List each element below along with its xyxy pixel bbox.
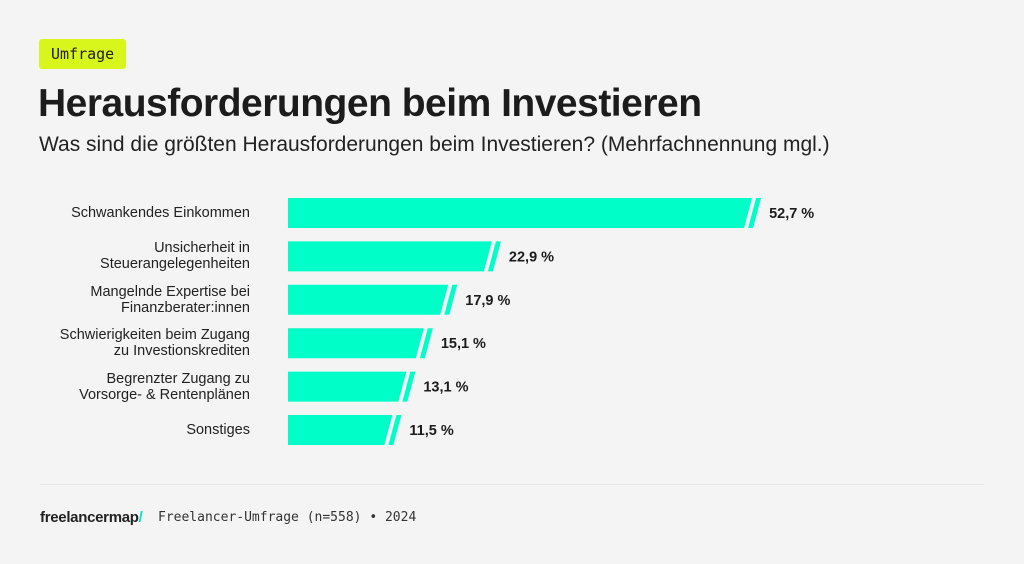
bar-slash	[388, 415, 402, 445]
bar	[288, 328, 424, 359]
survey-tag: Umfrage	[39, 39, 127, 69]
value-label: 15,1 %	[441, 336, 486, 352]
bar-slash	[748, 198, 762, 228]
value-label: 17,9 %	[465, 293, 510, 309]
bar-slash	[402, 371, 416, 402]
category-label: Begrenzter Zugang zu Vorsorge- & Rentenpl…	[10, 371, 250, 403]
chart-title: Herausforderungen beim Investieren	[38, 82, 702, 125]
bar	[288, 284, 449, 315]
value-label: 11,5 %	[409, 423, 453, 439]
value-label: 13,1 %	[423, 380, 468, 396]
category-label-line: Vorsorge- & Rentenplänen	[79, 386, 250, 403]
source-note: Freelancer-Umfrage (n=558) • 2024	[158, 510, 417, 525]
bar	[288, 241, 492, 272]
category-label-line: Unsicherheit in	[154, 240, 250, 257]
bar-slash	[419, 328, 433, 359]
category-label: Sonstiges	[10, 422, 250, 438]
category-label: Unsicherheit in Steuerangelegenheiten	[10, 240, 250, 272]
category-label-line: Begrenzter Zugang zu	[106, 370, 250, 387]
category-label-line: Steuerangelegenheiten	[100, 256, 250, 273]
category-label-line: Sonstiges	[186, 422, 250, 438]
bar	[288, 415, 393, 445]
bar	[288, 198, 753, 228]
category-label: Mangelnde Expertise bei Finanzberater:inn…	[10, 284, 250, 316]
category-label-line: Schwankendes Einkommen	[71, 205, 250, 221]
bar-slash	[444, 284, 458, 315]
chart-subtitle: Was sind die größten Herausforderungen b…	[39, 133, 830, 156]
bar-slash	[487, 241, 501, 272]
bar	[288, 371, 407, 402]
category-label: Schwankendes Einkommen	[10, 205, 250, 221]
value-label: 22,9 %	[509, 249, 554, 265]
footer-divider	[40, 484, 984, 485]
logo-slash: /	[138, 509, 143, 526]
category-label-line: zu Investionskrediten	[113, 343, 250, 360]
value-label: 52,7 %	[769, 206, 814, 222]
category-label-line: Mangelnde Expertise bei	[90, 283, 250, 300]
category-label: Schwierigkeiten beim Zugang zu Investions…	[10, 327, 250, 359]
category-label-line: Schwierigkeiten beim Zugang	[59, 327, 250, 344]
logo-text: freelancermap	[40, 509, 139, 526]
freelancermap-logo: freelancermap/	[40, 509, 143, 526]
category-label-line: Finanzberater:innen	[121, 299, 250, 316]
